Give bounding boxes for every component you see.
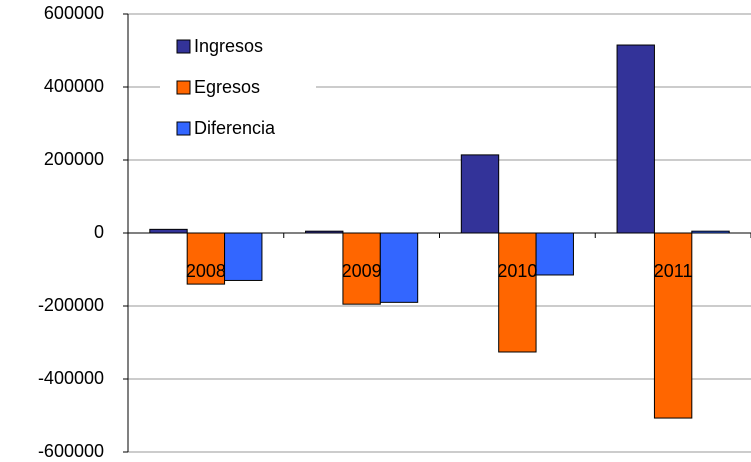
y-tick-label: -400000: [38, 368, 104, 388]
bar: [498, 232, 537, 353]
legend-swatch: [176, 39, 191, 54]
bar: [379, 232, 419, 303]
bar: [535, 232, 574, 276]
legend-label: Ingresos: [194, 36, 263, 56]
y-tick-label: 400000: [44, 76, 104, 96]
y-tick-label: 200000: [44, 149, 104, 169]
legend-label: Diferencia: [194, 118, 276, 138]
bar: [460, 154, 500, 234]
legend-swatch: [176, 80, 191, 95]
x-tick-label: 2010: [497, 261, 537, 281]
y-tick-label: -600000: [38, 441, 104, 461]
legend-label: Egresos: [194, 77, 260, 97]
bar: [616, 44, 655, 234]
y-tick-label: 600000: [44, 3, 104, 23]
bar: [224, 232, 263, 281]
y-tick-label: 0: [94, 222, 104, 242]
legend-swatch: [176, 121, 191, 136]
x-tick-label: 2009: [342, 261, 382, 281]
bar: [186, 232, 226, 285]
bar: [653, 232, 693, 419]
x-tick-label: 2011: [654, 261, 693, 281]
bar: [149, 228, 188, 234]
x-tick-label: 2008: [186, 261, 226, 281]
y-tick-label: -200000: [38, 295, 104, 315]
